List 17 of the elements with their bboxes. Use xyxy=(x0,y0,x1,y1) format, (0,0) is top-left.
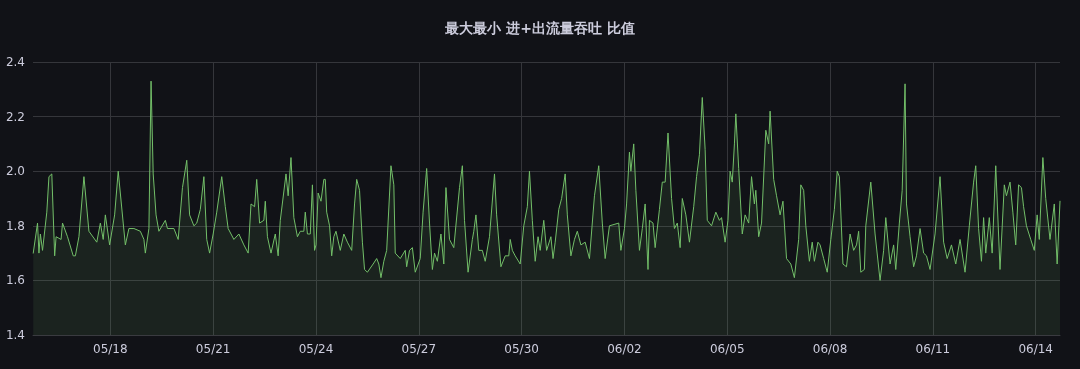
y-tick-label: 2.2 xyxy=(5,109,25,124)
x-tick-label: 06/11 xyxy=(915,342,951,356)
x-tick-label: 05/24 xyxy=(298,342,334,356)
x-tick-label: 05/21 xyxy=(195,342,231,356)
x-tick-label: 05/27 xyxy=(401,342,437,356)
y-tick-label: 1.4 xyxy=(5,328,25,342)
y-tick-label: 1.6 xyxy=(5,273,25,288)
y-tick-label: 2.4 xyxy=(5,55,25,69)
x-tick-label: 06/08 xyxy=(812,342,848,356)
x-tick-label: 06/02 xyxy=(607,342,642,356)
x-tick-label: 05/18 xyxy=(93,342,128,356)
x-tick-label: 05/30 xyxy=(504,342,539,356)
y-tick-label: 1.8 xyxy=(5,218,25,233)
y-tick-label: 2.0 xyxy=(5,164,25,179)
x-tick-label: 06/05 xyxy=(709,342,745,356)
chart-title: 最大最小 进+出流量吞吐 比值 xyxy=(444,20,635,36)
x-tick-label: 06/14 xyxy=(1018,342,1054,356)
